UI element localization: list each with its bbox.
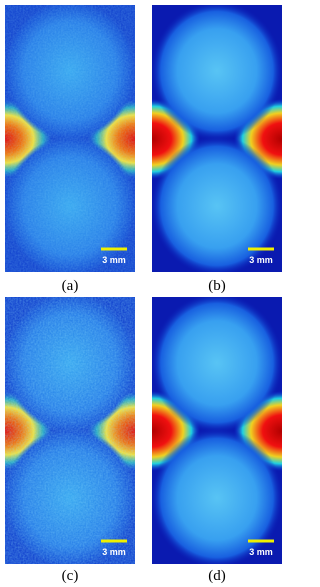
heatmap-panel: 3 mm [5, 5, 135, 272]
heatmap-panel: 3 mm [5, 297, 135, 564]
panel-label: (c) [62, 568, 79, 584]
disk [152, 428, 282, 564]
disk [152, 297, 282, 433]
noise [5, 297, 135, 564]
figure: 3 mm (a) 3 mm (b) 3 mm (c) 3 mm (d) [5, 5, 282, 584]
scale-bar-label: 3 mm [249, 547, 273, 557]
heatmap [152, 5, 282, 272]
noise [5, 5, 135, 272]
heatmap [5, 5, 135, 272]
panel-label: (b) [208, 278, 226, 294]
panel-label: (a) [62, 278, 79, 294]
scale-bar-label: 3 mm [102, 255, 126, 265]
heatmap [152, 297, 282, 564]
heatmap [5, 297, 135, 564]
heatmap-panel: 3 mm [152, 297, 282, 564]
disk [152, 5, 282, 141]
disk [152, 136, 282, 272]
heatmap-panel: 3 mm [152, 5, 282, 272]
panel-label: (d) [208, 568, 226, 584]
scale-bar-label: 3 mm [249, 255, 273, 265]
scale-bar-label: 3 mm [102, 547, 126, 557]
